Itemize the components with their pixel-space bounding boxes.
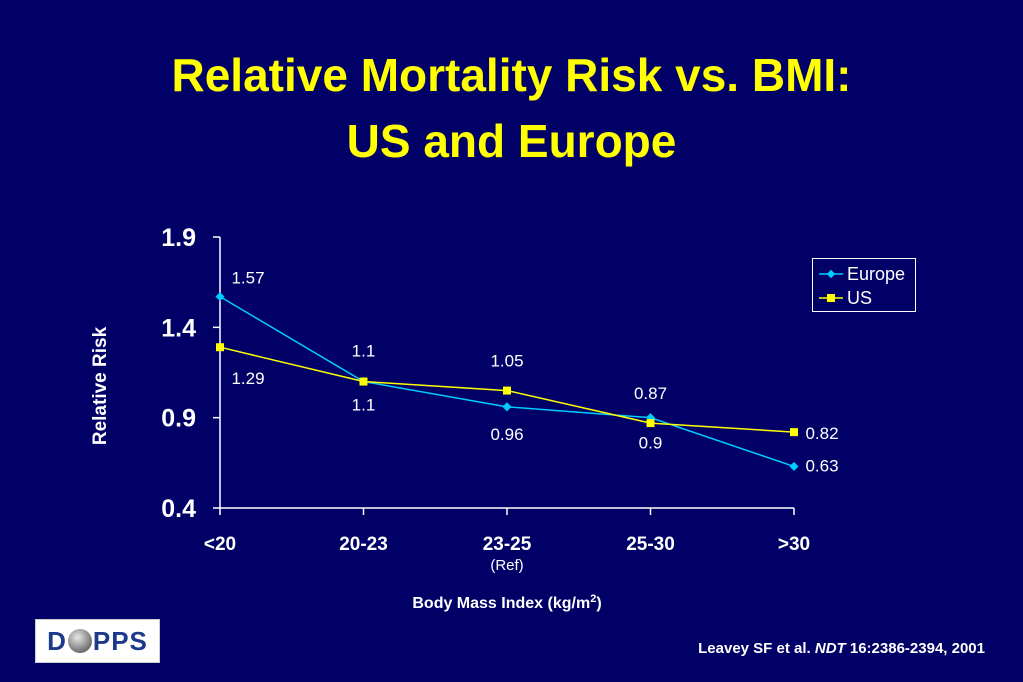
chart-legend: Europe US	[812, 258, 916, 312]
data-label-us: 1.1	[352, 342, 376, 361]
y-tick-label: 1.4	[161, 314, 196, 342]
x-axis-label: Body Mass Index (kg/m2)	[412, 593, 601, 612]
y-axis-label: Relative Risk	[90, 326, 111, 445]
y-tick-label: 0.4	[161, 495, 196, 523]
point-us	[503, 386, 511, 395]
legend-label-us: US	[847, 287, 873, 308]
data-label-europe: 1.1	[352, 396, 376, 415]
point-europe	[215, 292, 225, 302]
x-tick-sublabel: (Ref)	[490, 557, 523, 574]
y-tick-label: 1.9	[161, 224, 196, 252]
legend-marker-us	[819, 294, 843, 302]
logo-letters-pps: PPS	[92, 625, 148, 656]
point-us	[646, 419, 655, 428]
data-labels: 1.57 1.1 0.96 0.9 0.63 1.29 1.1 1.05 0.87 0.82	[231, 269, 838, 476]
data-label-us: 1.05	[490, 352, 523, 371]
y-tick-label: 0.9	[161, 405, 196, 433]
x-tick-label: >30	[778, 534, 810, 555]
title-line-2: US and Europe	[346, 115, 677, 167]
x-ticks: <20 20-23 23-25 (Ref) 25-30 >30	[204, 508, 810, 574]
citation-authors: Leavey SF et al.	[698, 640, 811, 657]
point-us	[216, 343, 224, 352]
logo-letter-d: D	[47, 625, 67, 656]
chart-axes	[219, 237, 794, 509]
x-tick-label: 20-23	[339, 534, 388, 555]
y-ticks: 0.4 0.9 1.4 1.9	[161, 224, 220, 523]
data-label-europe: 0.63	[805, 456, 838, 475]
citation-ref: 16:2386-2394, 2001	[849, 640, 985, 657]
data-label-europe: 0.9	[639, 434, 663, 453]
legend-marker-europe	[819, 269, 843, 279]
data-label-us: 1.29	[231, 369, 264, 388]
data-label-europe: 1.57	[231, 269, 264, 288]
point-us	[790, 428, 798, 437]
title-line-1: Relative Mortality Risk vs. BMI:	[171, 49, 852, 101]
legend-label-europe: Europe	[847, 263, 906, 284]
legend-item-us: US	[819, 287, 872, 309]
data-label-us: 0.82	[805, 424, 838, 443]
series-layer	[215, 292, 799, 471]
data-label-europe: 0.96	[490, 425, 523, 444]
dopps-logo: D PPS	[35, 619, 160, 663]
legend-item-europe: Europe	[819, 263, 905, 285]
citation-journal: NDT	[814, 640, 846, 657]
globe-icon	[67, 629, 92, 653]
x-tick-label: 25-30	[626, 534, 675, 555]
point-us	[359, 377, 368, 386]
data-label-us: 0.87	[634, 384, 667, 403]
x-tick-label: 23-25	[483, 534, 532, 555]
point-europe	[502, 402, 512, 412]
x-tick-label: <20	[204, 534, 236, 555]
citation: Leavey SF et al. NDT 16:2386-2394, 2001	[698, 640, 985, 657]
point-europe	[789, 461, 799, 471]
slide-title: Relative Mortality Risk vs. BMI: US and …	[0, 42, 1023, 174]
